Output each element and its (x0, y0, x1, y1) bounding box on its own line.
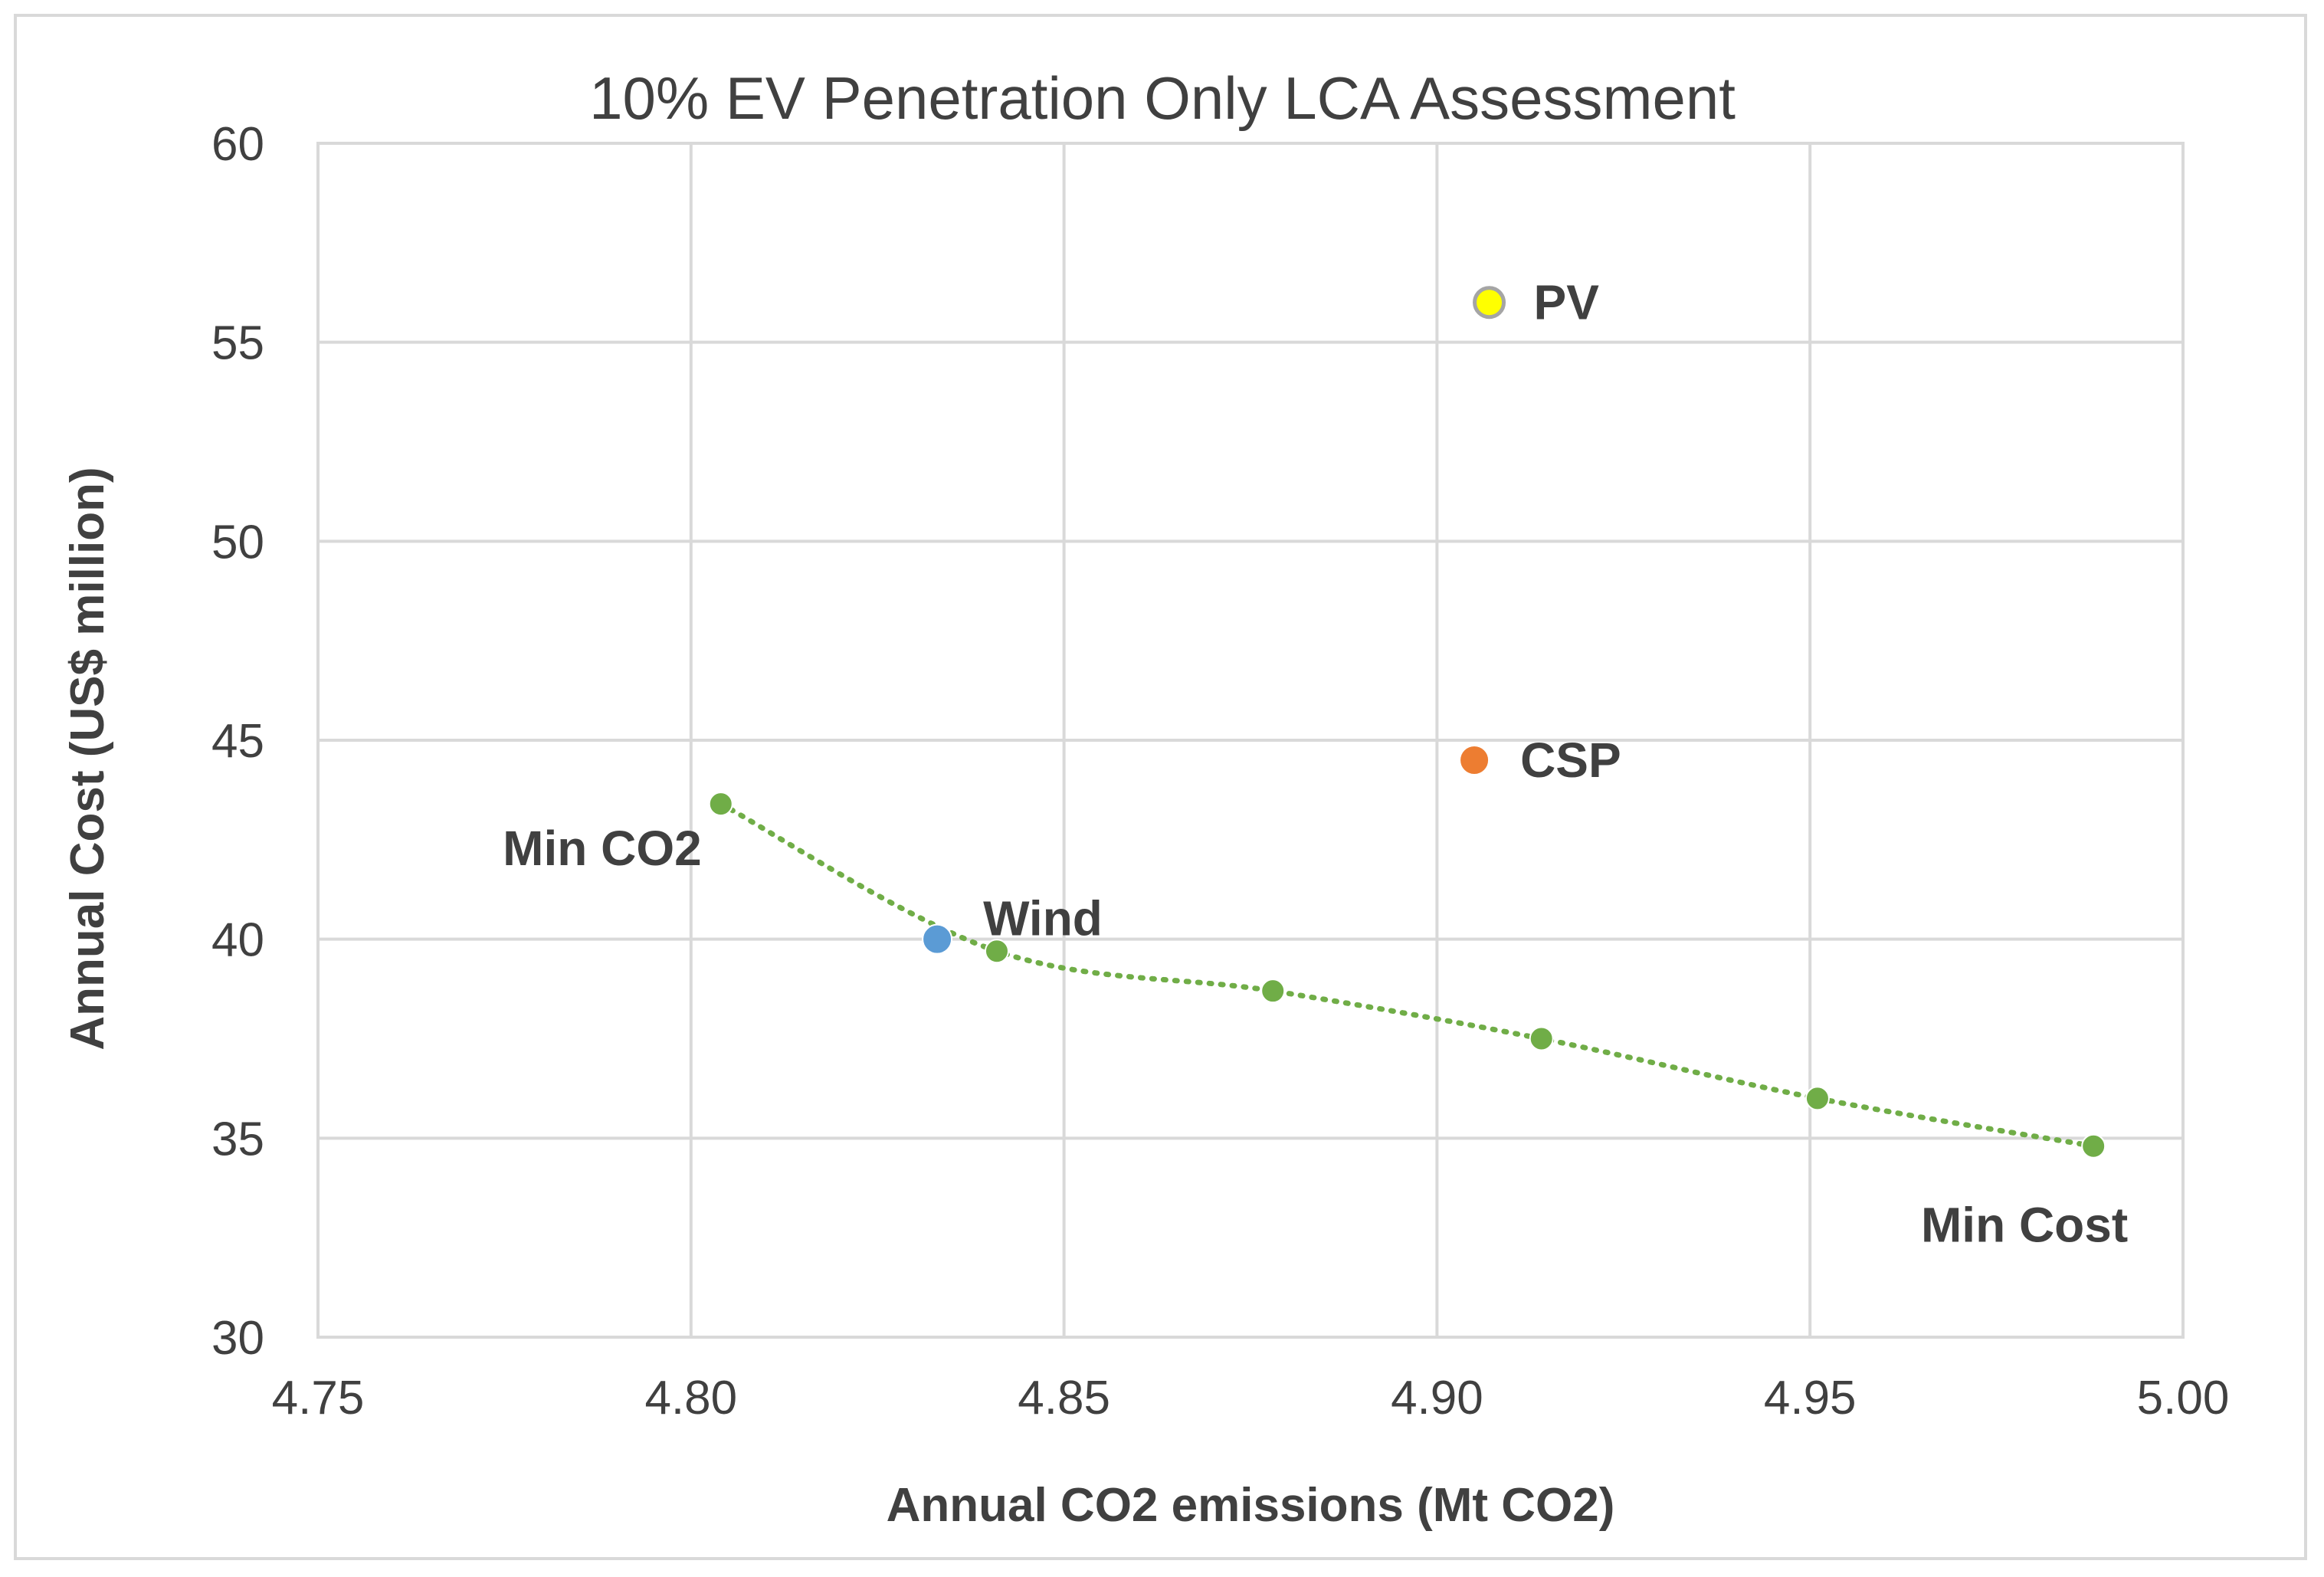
pareto-front-point (1529, 1026, 1554, 1051)
x-axis-title: Annual CO2 emissions (Mt CO2) (887, 1479, 1615, 1532)
label-min-cost: Min Cost (1921, 1198, 2128, 1253)
y-tick-label: 35 (211, 1113, 264, 1166)
y-tick-labels: 30 35 40 45 50 55 60 (211, 118, 264, 1365)
csp-point (1459, 744, 1490, 775)
chart-frame (14, 14, 2307, 1560)
y-axis-title: Annual Cost (US$ million) (61, 467, 114, 1050)
series-layer (708, 286, 2106, 1159)
pareto-front-point (708, 792, 733, 817)
pareto-front-point (2081, 1133, 2106, 1159)
pareto-front-trend-line (718, 801, 2096, 1149)
y-tick-label: 40 (211, 914, 264, 967)
y-tick-label: 45 (211, 715, 264, 768)
x-tick-label: 4.95 (1764, 1372, 1857, 1425)
pareto-front-point (984, 939, 1009, 964)
x-tick-labels: 4.75 4.80 4.85 4.90 4.95 5.00 (272, 1372, 2230, 1425)
x-tick-label: 4.90 (1391, 1372, 1483, 1425)
wind-point (922, 923, 953, 955)
y-tick-label: 50 (211, 516, 264, 569)
x-tick-label: 5.00 (2137, 1372, 2230, 1425)
plot-area (316, 142, 2185, 1339)
x-tick-label: 4.80 (644, 1372, 737, 1425)
label-pv: PV (1534, 275, 1600, 330)
x-tick-label: 4.75 (272, 1372, 365, 1425)
annotation-layer: Min CO2 Wind CSP PV Min Cost (503, 275, 2128, 1253)
pareto-front-point (1804, 1086, 1830, 1111)
y-tick-label: 30 (211, 1312, 264, 1365)
y-tick-label: 55 (211, 317, 264, 370)
label-min-co2: Min CO2 (503, 821, 702, 876)
label-csp: CSP (1520, 733, 1621, 788)
x-tick-label: 4.85 (1018, 1372, 1110, 1425)
label-wind: Wind (983, 891, 1103, 946)
y-gridlines (318, 142, 2183, 1339)
pareto-front-point (1260, 979, 1286, 1004)
chart-title: 10% EV Penetration Only LCA Assessment (589, 64, 1736, 132)
pv-point (1473, 286, 1506, 320)
y-tick-label: 60 (211, 118, 264, 171)
